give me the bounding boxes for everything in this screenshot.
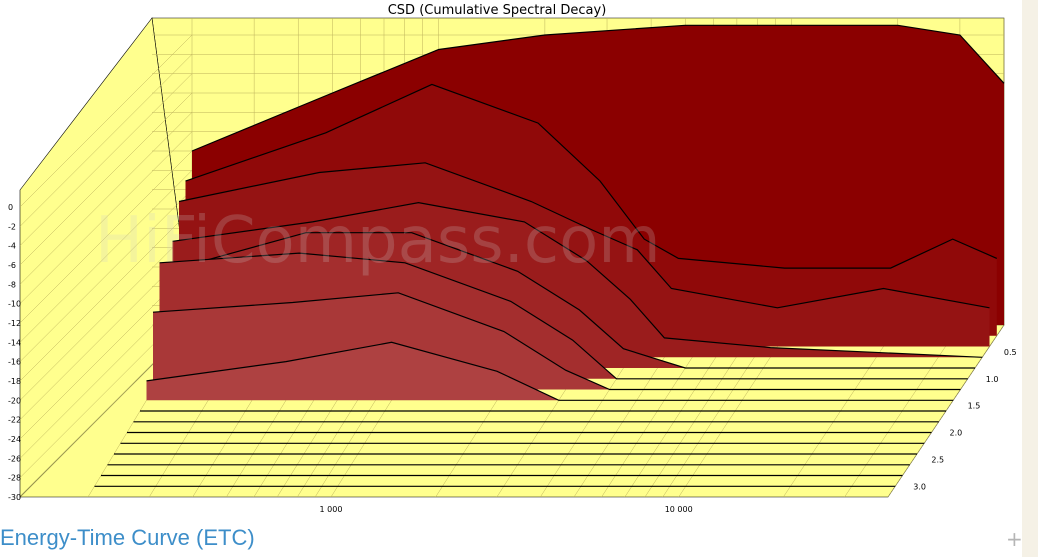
side-strip	[1022, 0, 1038, 557]
z-tick-label: -20	[8, 396, 21, 405]
csd-chart: 0 -2 -4 -6 -8 -10 -12 -14 -16 -18 -20 -22 -24 -26 -28 -…	[8, 3, 1017, 514]
csd-slices	[94, 24, 1005, 487]
x-tick-label: 1 000	[320, 505, 343, 514]
z-tick-label: -16	[8, 358, 21, 367]
z-tick-label: 0	[8, 203, 13, 212]
time-tick-label: 1.5	[968, 402, 981, 411]
z-tick-label: -10	[8, 300, 21, 309]
etc-section-header[interactable]: Energy-Time Curve (ETC) +	[0, 517, 1038, 557]
time-tick-label: 2.5	[931, 455, 944, 464]
z-tick-label: -4	[8, 242, 16, 251]
time-tick-label: 0.5	[1004, 348, 1017, 357]
z-tick-label: -14	[8, 338, 21, 347]
z-tick-label: -22	[8, 416, 21, 425]
z-tick-label: -30	[8, 493, 21, 502]
z-tick-label: -8	[8, 280, 16, 289]
time-tick-label: 1.0	[986, 375, 999, 384]
z-tick-label: -28	[8, 474, 21, 483]
x-tick-label: 10 000	[665, 505, 693, 514]
z-tick-label: -6	[8, 261, 16, 270]
etc-section-title: Energy-Time Curve (ETC)	[0, 525, 255, 550]
chart-title: CSD (Cumulative Spectral Decay)	[388, 3, 607, 18]
chart-axes: 0 -2 -4 -6 -8 -10 -12 -14 -16 -18 -20 -22 -24 -26 -28 -…	[8, 203, 1017, 514]
z-tick-label: -26	[8, 454, 21, 463]
z-tick-label: -2	[8, 222, 16, 231]
z-tick-label: -24	[8, 435, 21, 444]
z-tick-label: -12	[8, 319, 21, 328]
expand-plus-icon[interactable]: +	[1006, 527, 1023, 551]
watermark: HiFiCompass.com	[95, 204, 661, 278]
csd-slice	[146, 341, 954, 401]
time-tick-label: 3.0	[913, 482, 926, 491]
time-tick-label: 2.0	[950, 429, 963, 438]
z-tick-label: -18	[8, 377, 21, 386]
